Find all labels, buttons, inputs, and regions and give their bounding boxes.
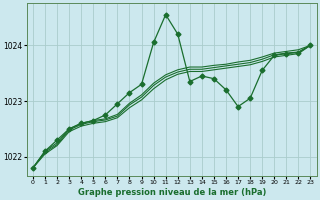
X-axis label: Graphe pression niveau de la mer (hPa): Graphe pression niveau de la mer (hPa) (77, 188, 266, 197)
